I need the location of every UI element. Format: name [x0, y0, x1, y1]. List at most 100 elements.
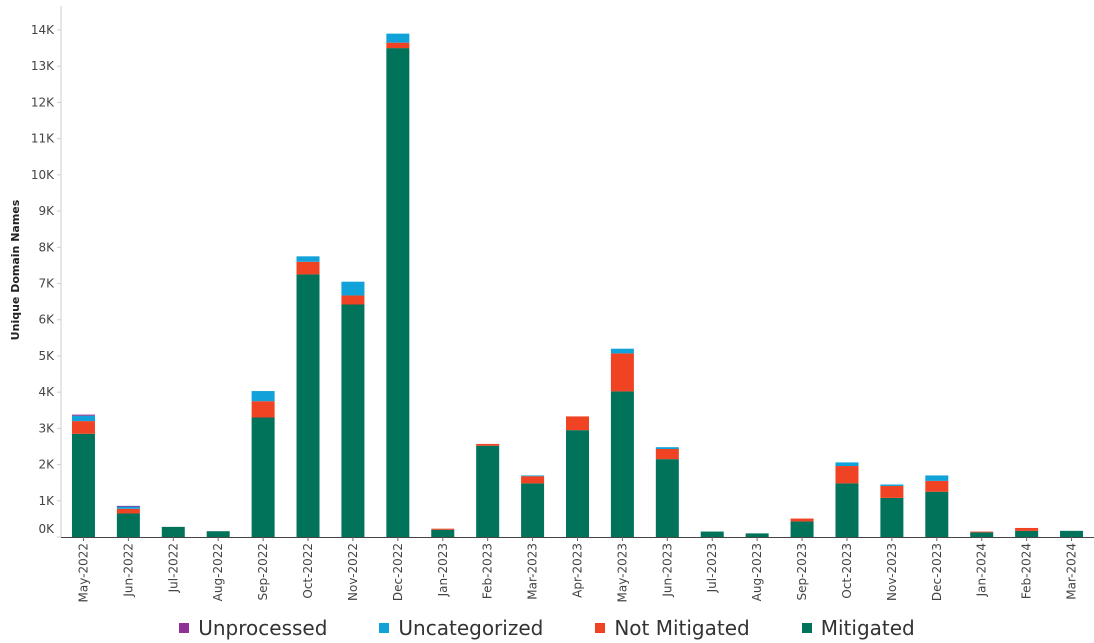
x-tick-label: Jul-2023: [705, 543, 719, 593]
bar-segment-not-mitigated[interactable]: [521, 476, 545, 484]
bar-segment-mitigated[interactable]: [610, 391, 634, 537]
y-tick-label: 4K: [38, 385, 55, 399]
y-tick-label: 13K: [31, 59, 55, 73]
bar-segment-uncategorized[interactable]: [116, 506, 140, 509]
bar-segment-mitigated[interactable]: [790, 521, 814, 537]
bar-segment-not-mitigated[interactable]: [880, 485, 904, 498]
y-tick-label: 2K: [38, 458, 55, 472]
bar-segment-mitigated[interactable]: [835, 483, 859, 537]
y-tick-label: 11K: [31, 132, 55, 146]
bar-segment-mitigated[interactable]: [745, 533, 769, 537]
bar-segment-not-mitigated[interactable]: [386, 42, 410, 49]
bar-segment-unprocessed[interactable]: [116, 505, 140, 507]
bar-segment-uncategorized[interactable]: [835, 462, 859, 467]
x-tick-label: Aug-2022: [211, 543, 225, 601]
chart: 0K 1K 2K 3K 4K 5K 6K 7K 8K 9K 10K 11K 12K 13K 14K May-…: [9, 6, 1094, 602]
bar-segment-not-mitigated[interactable]: [341, 295, 365, 305]
bar-segment-mitigated[interactable]: [206, 531, 230, 537]
bar-segment-mitigated[interactable]: [1060, 530, 1084, 537]
bar-segment-uncategorized[interactable]: [610, 348, 634, 354]
bar-segment-uncategorized[interactable]: [880, 484, 904, 486]
x-tick-label: Jul-2022: [166, 543, 180, 593]
bar-segment-uncategorized[interactable]: [386, 33, 410, 43]
bar-segment-mitigated[interactable]: [925, 491, 949, 537]
legend-item-unprocessed[interactable]: Unprocessed: [179, 616, 327, 640]
x-tick-label: Jan-2024: [975, 543, 989, 597]
x-tick-label: Aug-2023: [750, 543, 764, 601]
legend: Unprocessed Uncategorized Not Mitigated Mit…: [0, 614, 1094, 642]
x-tick-label: Nov-2023: [885, 543, 899, 601]
legend-label: Uncategorized: [398, 616, 544, 640]
legend-item-uncategorized[interactable]: Uncategorized: [379, 616, 543, 640]
bar-segment-uncategorized[interactable]: [71, 415, 95, 422]
y-tick-label: 12K: [31, 95, 55, 109]
bar-segment-uncategorized[interactable]: [296, 256, 320, 262]
bar-segment-mitigated[interactable]: [566, 430, 589, 537]
bar-segment-not-mitigated[interactable]: [655, 449, 679, 460]
y-tick-label: 14K: [31, 23, 55, 37]
bar-segment-mitigated[interactable]: [521, 483, 545, 537]
x-tick-label: Oct-2022: [301, 543, 315, 599]
bar-segment-uncategorized[interactable]: [341, 281, 365, 296]
bar-segment-not-mitigated[interactable]: [71, 421, 95, 434]
bar-segment-not-mitigated[interactable]: [790, 518, 814, 522]
bar-segment-uncategorized[interactable]: [925, 475, 949, 481]
x-tick-label: Jun-2022: [121, 543, 135, 598]
legend-label: Mitigated: [820, 616, 915, 640]
bar-segment-mitigated[interactable]: [251, 417, 275, 537]
x-tick-label: Feb-2023: [481, 543, 495, 599]
bar-segment-mitigated[interactable]: [880, 497, 904, 537]
bar-segment-uncategorized[interactable]: [521, 475, 545, 477]
bar-segment-mitigated[interactable]: [431, 529, 455, 537]
bar-segment-not-mitigated[interactable]: [835, 466, 859, 484]
legend-item-not-mitigated[interactable]: Not Mitigated: [595, 616, 750, 640]
bar-segment-not-mitigated[interactable]: [296, 261, 320, 275]
bar-segment-not-mitigated[interactable]: [566, 416, 589, 431]
x-tick-label: Mar-2023: [526, 543, 540, 600]
bar-segment-mitigated[interactable]: [386, 48, 410, 538]
x-tick-label: May-2023: [615, 543, 629, 602]
bars: [71, 33, 1084, 538]
x-tick-label: Sep-2022: [256, 543, 270, 601]
bar-segment-mitigated[interactable]: [655, 459, 679, 537]
bar-segment-mitigated[interactable]: [700, 531, 724, 537]
bar-segment-not-mitigated[interactable]: [476, 443, 500, 446]
bar-segment-not-mitigated[interactable]: [925, 480, 949, 492]
y-axis-label: Unique Domain Names: [9, 199, 22, 340]
x-tick-label: Dec-2023: [930, 543, 944, 601]
bar-segment-unprocessed[interactable]: [71, 414, 95, 416]
bar-segment-mitigated[interactable]: [161, 526, 185, 537]
bar-segment-not-mitigated[interactable]: [251, 401, 275, 418]
y-tick-label: 3K: [38, 421, 55, 435]
x-tick-label: Jun-2023: [660, 543, 674, 598]
x-tick-label: Mar-2024: [1065, 543, 1079, 600]
bar-segment-not-mitigated[interactable]: [116, 508, 140, 514]
bar-segment-mitigated[interactable]: [970, 532, 994, 537]
legend-swatch: [179, 623, 190, 633]
bar-segment-not-mitigated[interactable]: [610, 353, 634, 392]
bar-segment-mitigated[interactable]: [476, 445, 500, 537]
bar-segment-mitigated[interactable]: [116, 513, 140, 537]
y-tick-label: 9K: [38, 204, 55, 218]
x-axis: May-2022 Jun-2022 Jul-2022 Aug-2022 Sep-2022…: [61, 537, 1094, 602]
bar-segment-mitigated[interactable]: [1015, 530, 1039, 537]
legend-label: Unprocessed: [198, 616, 328, 640]
bar-segment-mitigated[interactable]: [296, 274, 320, 537]
y-tick-label: 10K: [31, 168, 55, 182]
bar-segment-mitigated[interactable]: [71, 433, 95, 537]
bar-segment-uncategorized[interactable]: [655, 447, 679, 449]
bar-segment-not-mitigated[interactable]: [1015, 527, 1039, 531]
legend-swatch: [595, 623, 606, 633]
legend-swatch: [801, 623, 812, 633]
bar-segment-not-mitigated[interactable]: [970, 531, 994, 533]
y-tick-label: 7K: [38, 277, 55, 291]
x-tick-label: Oct-2023: [840, 543, 854, 599]
bar-segment-uncategorized[interactable]: [251, 391, 275, 402]
legend-item-mitigated[interactable]: Mitigated: [801, 616, 915, 640]
legend-swatch: [379, 623, 390, 633]
x-tick-label: Feb-2024: [1020, 543, 1034, 599]
bar-segment-mitigated[interactable]: [341, 304, 365, 538]
y-tick-label: 6K: [38, 313, 55, 327]
bar-segment-not-mitigated[interactable]: [431, 528, 455, 530]
y-axis: 0K 1K 2K 3K 4K 5K 6K 7K 8K 9K 10K 11K 12K 13K 14K: [31, 6, 62, 538]
